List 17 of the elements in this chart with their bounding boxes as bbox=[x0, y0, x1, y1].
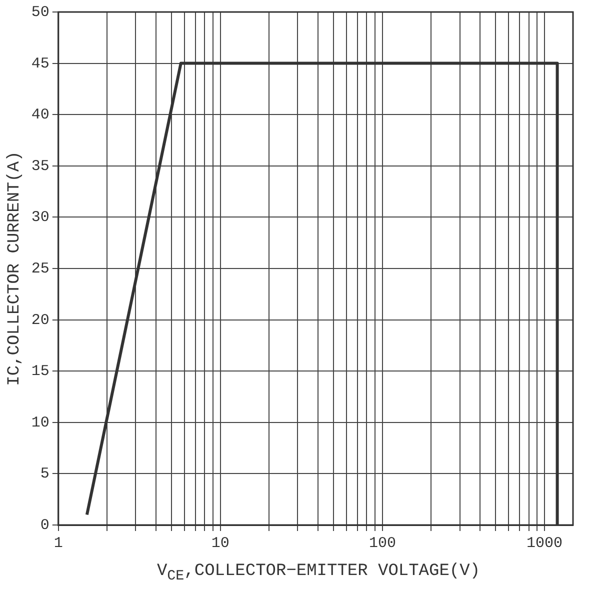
x-tick-label: 10 bbox=[211, 534, 230, 552]
y-axis-title: IC,COLLECTOR CURRENT(A) bbox=[6, 151, 25, 386]
x-axis-title: V$_{CE}$,COLLECTOR−EMITTER VOLTAGE(V) bbox=[156, 562, 482, 584]
y-tick-label: 10 bbox=[31, 414, 50, 432]
y-tick-label: 50 bbox=[31, 4, 50, 21]
x-tick-label: 1000 bbox=[526, 534, 562, 552]
y-tick-label: 35 bbox=[31, 158, 50, 175]
y-tick-label: 20 bbox=[31, 312, 50, 329]
x-tick-label: 100 bbox=[368, 534, 396, 552]
y-tick-label: 0 bbox=[40, 516, 50, 534]
y-tick-label: 5 bbox=[40, 466, 50, 483]
y-tick-label: 25 bbox=[31, 260, 50, 278]
y-tick-label: 45 bbox=[31, 55, 50, 72]
y-tick-label: 40 bbox=[31, 106, 50, 124]
y-tick-label: 30 bbox=[31, 209, 50, 226]
y-tick-label: 15 bbox=[31, 363, 50, 380]
x-tick-label: 1 bbox=[54, 534, 63, 552]
